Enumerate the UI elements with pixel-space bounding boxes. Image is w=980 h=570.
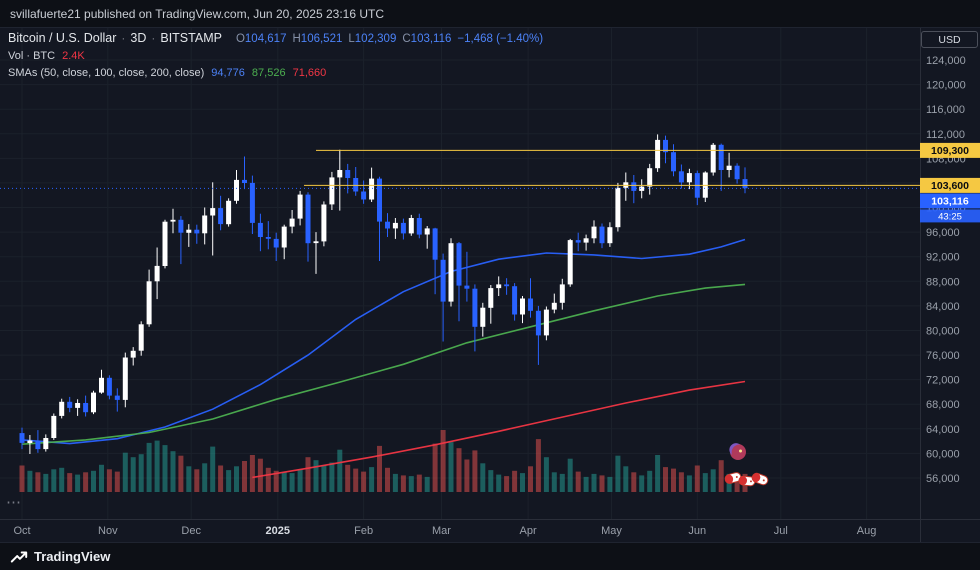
- pane-borders: [0, 28, 980, 542]
- svg-text:Dec: Dec: [181, 525, 201, 537]
- low-value: 102,309: [354, 33, 397, 45]
- close-value: 103,116: [410, 33, 452, 45]
- svg-text:Aug: Aug: [857, 525, 877, 537]
- svg-text:72,000: 72,000: [926, 375, 960, 387]
- footer-bar: TradingView: [0, 542, 980, 570]
- volume-series: [19, 430, 748, 492]
- sma100-line: [21, 283, 746, 445]
- chart-stickers[interactable]: [724, 443, 769, 487]
- svg-text:Nov: Nov: [98, 525, 118, 537]
- svg-text:120,000: 120,000: [926, 80, 966, 92]
- legend-more-button[interactable]: ⋯: [6, 494, 22, 511]
- tradingview-logo-icon: [10, 551, 28, 562]
- chart-legend: Bitcoin / U.S. Dollar · 3D · BITSTAMP O1…: [8, 30, 543, 82]
- svg-text:60,000: 60,000: [926, 448, 960, 460]
- open-value: 104,617: [244, 33, 287, 45]
- volume-row: Vol · BTC 2.4K: [8, 48, 543, 65]
- candle-series[interactable]: [19, 134, 748, 454]
- svg-text:64,000: 64,000: [926, 424, 960, 436]
- svg-text:Mar: Mar: [432, 525, 451, 537]
- svg-text:68,000: 68,000: [926, 399, 960, 411]
- svg-text:112,000: 112,000: [926, 129, 965, 141]
- sma100-value: 87,526: [251, 67, 286, 79]
- svg-text:Apr: Apr: [520, 525, 537, 537]
- svg-text:56,000: 56,000: [926, 473, 960, 485]
- publish-bar: svillafuerte21 published on TradingView.…: [0, 0, 980, 28]
- svg-text:103,600: 103,600: [931, 180, 969, 192]
- svg-text:96,000: 96,000: [926, 227, 960, 239]
- sticker-pill[interactable]: [751, 472, 769, 486]
- ohlc-readout: O104,617 H106,521 L102,309 C103,116 −1,468 (…: [230, 31, 543, 48]
- open-label: O: [235, 33, 245, 45]
- sma-indicator-label[interactable]: SMAs (50, close, 100, close, 200, close): [8, 67, 205, 79]
- svg-text:43:25: 43:25: [938, 211, 962, 222]
- price-badges: 109,300 103,600 103,116 43:25: [920, 142, 980, 223]
- tradingview-logo[interactable]: TradingView: [10, 548, 110, 566]
- exchange-label[interactable]: BITSTAMP: [160, 31, 222, 45]
- publish-text: svillafuerte21 published on TradingView.…: [10, 6, 385, 21]
- svg-text:124,000: 124,000: [926, 55, 966, 67]
- sma200-line: [252, 380, 746, 479]
- close-label: C: [402, 33, 411, 45]
- time-axis[interactable]: Oct Nov Dec 2025 Feb Mar Apr May Jun Jul Aug: [13, 525, 876, 537]
- volume-value: 2.4K: [62, 50, 85, 62]
- svg-text:Oct: Oct: [13, 525, 30, 537]
- sticker-emoji[interactable]: [729, 443, 746, 460]
- last-price-badge: 103,116: [920, 193, 980, 209]
- bar-countdown-badge: 43:25: [920, 209, 980, 223]
- level-price-badge: 109,300: [920, 142, 980, 158]
- change-value: −1,468 (−1.40%): [457, 33, 544, 45]
- low-label: L: [348, 33, 355, 45]
- svg-text:80,000: 80,000: [926, 326, 960, 338]
- svg-text:2025: 2025: [266, 525, 290, 537]
- high-value: 106,521: [300, 33, 343, 45]
- svg-text:116,000: 116,000: [926, 104, 965, 116]
- symbol-row: Bitcoin / U.S. Dollar · 3D · BITSTAMP O1…: [8, 30, 543, 48]
- sma50-line: [21, 238, 746, 445]
- chart-area: 56,000 60,000 64,000 68,000 72,000 76,000 80,0…: [0, 28, 980, 542]
- high-label: H: [292, 33, 301, 45]
- sma200-value: 71,660: [292, 67, 327, 79]
- grid-lines: [0, 28, 920, 519]
- candlestick-chart[interactable]: 56,000 60,000 64,000 68,000 72,000 76,000 80,0…: [0, 28, 980, 542]
- svg-text:109,300: 109,300: [931, 145, 969, 157]
- svg-text:Jul: Jul: [774, 525, 788, 537]
- svg-text:Jun: Jun: [688, 525, 706, 537]
- svg-text:92,000: 92,000: [926, 252, 960, 264]
- price-axis[interactable]: 56,000 60,000 64,000 68,000 72,000 76,000 80,0…: [926, 55, 966, 485]
- svg-text:Feb: Feb: [354, 525, 373, 537]
- svg-text:84,000: 84,000: [926, 301, 960, 313]
- svg-text:88,000: 88,000: [926, 276, 960, 288]
- svg-text:May: May: [601, 525, 622, 537]
- volume-indicator-label[interactable]: Vol · BTC: [8, 50, 56, 62]
- svg-text:103,116: 103,116: [931, 195, 969, 207]
- symbol-name[interactable]: Bitcoin / U.S. Dollar: [8, 31, 117, 45]
- tradingview-wordmark: TradingView: [34, 549, 111, 564]
- separator-dot: ·: [121, 31, 126, 45]
- level-lines[interactable]: [304, 149, 920, 186]
- sticker-pill[interactable]: [724, 472, 742, 485]
- sma-row: SMAs (50, close, 100, close, 200, close)…: [8, 65, 543, 82]
- currency-button[interactable]: USD: [921, 31, 978, 48]
- svg-text:76,000: 76,000: [926, 350, 960, 362]
- interval-label[interactable]: 3D: [130, 31, 147, 45]
- separator-dot: ·: [151, 31, 156, 45]
- level-price-badge: 103,600: [920, 177, 980, 193]
- sma50-value: 94,776: [211, 67, 245, 79]
